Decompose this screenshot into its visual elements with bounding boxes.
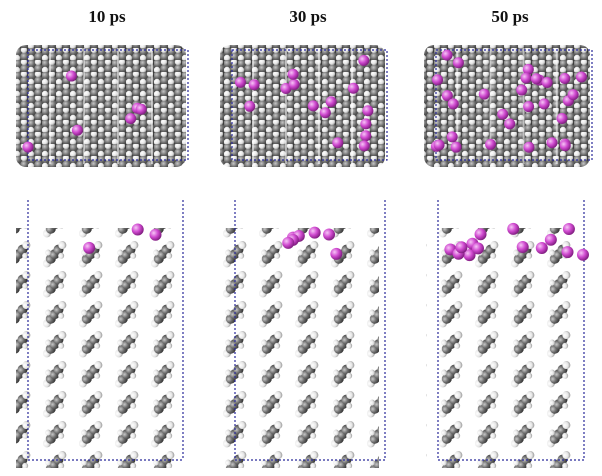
column-gap: [117, 48, 119, 164]
adsorbate-atom: [249, 79, 260, 90]
adsorbate-atom: [320, 107, 331, 118]
adsorbate-atom: [23, 142, 34, 153]
adsorbate-atom: [72, 125, 83, 136]
adsorbate-atom: [326, 96, 337, 107]
adsorbate-atom: [360, 130, 371, 141]
adsorbate-atom: [358, 55, 369, 66]
panel-title: 10 ps: [88, 7, 126, 26]
adsorbate-atom: [308, 100, 319, 111]
adsorbate-atom: [66, 71, 77, 82]
adsorbate-atom: [360, 118, 371, 129]
adsorbate-atom: [479, 89, 490, 100]
column-gap: [151, 48, 153, 164]
column-gap: [83, 48, 85, 164]
adsorbate-atom: [568, 89, 579, 100]
adsorbate-atom: [323, 229, 335, 241]
adsorbate-atom: [150, 229, 162, 241]
adsorbate-atom: [448, 98, 459, 109]
adsorbate-atom: [559, 73, 570, 84]
adsorbate-atom: [523, 101, 534, 112]
adsorbate-atom: [521, 73, 532, 84]
adsorbate-atom: [359, 140, 370, 151]
column-gap: [351, 48, 353, 164]
adsorbate-atom: [576, 72, 587, 83]
column-gap: [556, 48, 558, 164]
adsorbate-atom: [442, 50, 453, 61]
adsorbate-atom: [309, 227, 321, 239]
molecule-crystal: [426, 228, 578, 468]
adsorbate-atom: [517, 241, 529, 253]
adsorbate-atom: [83, 242, 95, 254]
adsorbate-atom: [545, 234, 557, 246]
adsorbate-atom: [497, 109, 508, 120]
adsorbate-atom: [289, 79, 300, 90]
adsorbate-atom: [516, 85, 527, 96]
adsorbate-atom: [539, 98, 550, 109]
adsorbate-atom: [447, 131, 458, 142]
adsorbate-atom: [531, 73, 542, 84]
adsorbate-atom: [235, 77, 246, 88]
adsorbate-atom: [330, 248, 342, 260]
adsorbate-atom: [434, 140, 445, 151]
adsorbate-atom: [563, 223, 575, 235]
adsorbate-atom: [432, 74, 443, 85]
adsorbate-atom: [455, 241, 467, 253]
panel-title: 30 ps: [289, 7, 327, 26]
adsorbate-atom: [125, 113, 136, 124]
figure: 10 ps 30 ps 50 ps: [0, 0, 602, 476]
column-gap: [285, 48, 287, 164]
adsorbate-atom: [348, 83, 359, 94]
adsorbate-atom: [547, 137, 558, 148]
molecule-crystal: [223, 228, 379, 468]
adsorbate-atom: [562, 246, 574, 258]
molecule-crystal: [16, 228, 177, 468]
page: 10 ps 30 ps 50 ps (() => { const data = …: [0, 0, 602, 476]
adsorbate-atom: [485, 139, 496, 150]
adsorbate-atom: [453, 57, 464, 68]
adsorbate-atom: [560, 140, 571, 151]
adsorbate-atom: [332, 137, 343, 148]
adsorbate-atom: [472, 242, 484, 254]
adsorbate-atom: [132, 224, 144, 236]
adsorbate-atom: [362, 105, 373, 116]
column-gap: [49, 48, 51, 164]
adsorbate-atom: [288, 69, 299, 80]
adsorbate-atom: [536, 242, 548, 254]
adsorbate-atom: [504, 118, 515, 129]
adsorbate-atom: [507, 223, 519, 235]
adsorbate-atom: [556, 113, 567, 124]
adsorbate-atom: [577, 249, 589, 261]
adsorbate-atom: [475, 228, 487, 240]
molecule-slab: [16, 45, 186, 167]
adsorbate-atom: [282, 237, 294, 249]
molecule-layer: [16, 45, 592, 468]
adsorbate-atom: [136, 104, 147, 115]
adsorbate-atom: [244, 101, 255, 112]
adsorbate-atom: [542, 77, 553, 88]
adsorbate-atom: [523, 142, 534, 153]
adsorbate-atom: [451, 142, 462, 153]
panel-title: 50 ps: [491, 7, 529, 26]
